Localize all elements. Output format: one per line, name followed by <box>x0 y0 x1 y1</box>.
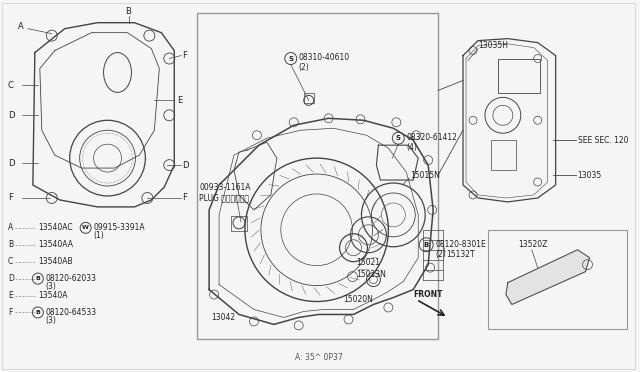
Text: 13540A: 13540A <box>38 291 67 300</box>
Text: (4): (4) <box>406 143 417 152</box>
Text: S: S <box>288 55 293 61</box>
Text: 00933-1161A: 00933-1161A <box>199 183 251 192</box>
Text: B: B <box>8 240 13 249</box>
Text: A: 35^ 0P37: A: 35^ 0P37 <box>295 353 342 362</box>
Text: 15021: 15021 <box>356 258 381 267</box>
Text: D: D <box>8 111 15 120</box>
Bar <box>231 216 247 231</box>
Text: F: F <box>8 193 13 202</box>
Text: B: B <box>35 310 40 315</box>
Text: (1): (1) <box>93 231 104 240</box>
Text: B: B <box>424 242 429 248</box>
Text: A: A <box>18 22 24 31</box>
Text: D: D <box>8 158 15 168</box>
Text: D: D <box>8 274 14 283</box>
Bar <box>491 140 516 170</box>
Text: 13540AB: 13540AB <box>38 257 72 266</box>
Text: 08120-64533: 08120-64533 <box>46 308 97 317</box>
Text: F: F <box>182 193 187 202</box>
Bar <box>304 93 314 103</box>
Text: (3): (3) <box>46 282 57 291</box>
Text: (2): (2) <box>435 250 446 259</box>
Text: 09915-3391A: 09915-3391A <box>93 223 145 232</box>
Text: 08120-62033: 08120-62033 <box>46 274 97 283</box>
Text: F: F <box>8 308 12 317</box>
Text: 15020N: 15020N <box>344 295 373 304</box>
Bar <box>498 58 540 93</box>
Text: E: E <box>177 96 182 105</box>
Text: S: S <box>396 135 401 141</box>
Text: 13520Z: 13520Z <box>518 240 547 249</box>
Text: PLUG プラグ（１）: PLUG プラグ（１） <box>199 193 249 202</box>
Text: 13035H: 13035H <box>478 41 508 50</box>
Text: SEE SEC. 120: SEE SEC. 120 <box>577 136 628 145</box>
Text: F: F <box>182 51 187 60</box>
Text: 15015N: 15015N <box>410 170 440 180</box>
Text: 08320-61412: 08320-61412 <box>406 133 457 142</box>
Text: FRONT: FRONT <box>413 290 443 299</box>
Text: C: C <box>8 257 13 266</box>
Text: 15132T: 15132T <box>446 250 475 259</box>
Text: 13540AC: 13540AC <box>38 223 72 232</box>
Text: C: C <box>8 81 14 90</box>
Text: (2): (2) <box>299 63 310 72</box>
Polygon shape <box>506 250 589 305</box>
Text: W: W <box>82 225 89 230</box>
Text: 08120-8301E: 08120-8301E <box>435 240 486 249</box>
Text: 13035: 13035 <box>577 170 602 180</box>
Bar <box>488 230 627 329</box>
Text: 15023N: 15023N <box>356 270 387 279</box>
Text: 08310-40610: 08310-40610 <box>299 53 350 62</box>
Text: 13540AA: 13540AA <box>38 240 73 249</box>
Text: A: A <box>8 223 13 232</box>
Text: 13042: 13042 <box>211 313 236 322</box>
Text: E: E <box>8 291 13 300</box>
Text: (3): (3) <box>46 316 57 325</box>
Text: D: D <box>182 161 189 170</box>
Bar <box>197 13 438 339</box>
Text: B: B <box>35 276 40 281</box>
Text: B: B <box>125 7 131 16</box>
